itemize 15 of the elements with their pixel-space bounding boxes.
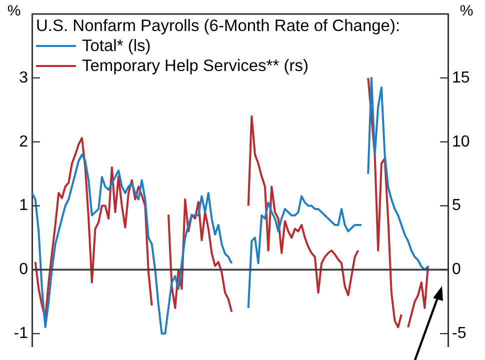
y2-axis-title: % <box>460 2 474 20</box>
y2-tick-label: 5 <box>452 197 461 214</box>
y-tick-label: 0 <box>19 261 28 278</box>
legend-title: U.S. Nonfarm Payrolls (6-Month Rate of Change): <box>36 16 400 36</box>
y2-tick-label: -5 <box>452 325 466 342</box>
y-tick-label: 3 <box>19 69 28 86</box>
y-tick-label: 2 <box>19 133 28 150</box>
y2-tick-label: 15 <box>452 69 470 86</box>
y2-tick-label: 10 <box>452 133 470 150</box>
legend-label: Total* (ls) <box>82 36 151 56</box>
y2-tick-label: 0 <box>452 261 461 278</box>
y-axis-title: % <box>7 2 21 20</box>
y-tick-label: 1 <box>19 197 28 214</box>
legend-label: Temporary Help Services** (rs) <box>82 56 308 76</box>
y-tick-label: -1 <box>14 325 28 342</box>
